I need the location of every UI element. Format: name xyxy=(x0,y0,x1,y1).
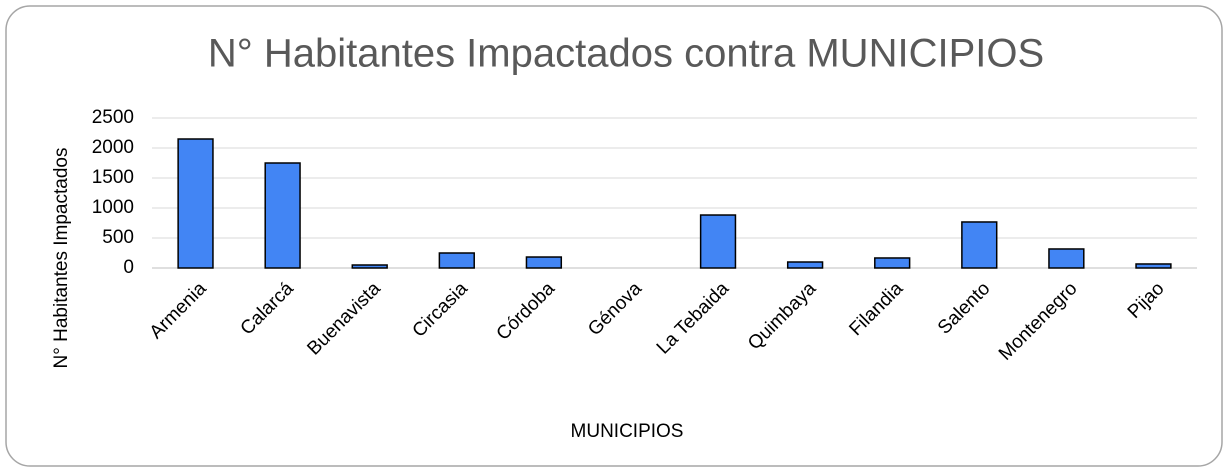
y-axis-label: N° Habitantes Impactados xyxy=(51,148,72,369)
chart-title: N° Habitantes Impactados contra MUNICIPI… xyxy=(208,32,1044,76)
bar xyxy=(438,252,475,269)
bar xyxy=(786,261,824,269)
x-axis-label: MUNICIPIOS xyxy=(571,421,684,442)
bar xyxy=(874,257,911,269)
chart-frame xyxy=(5,5,1223,467)
bar xyxy=(177,138,214,269)
bar xyxy=(961,221,998,269)
bar xyxy=(264,162,301,269)
y-tick-label: 2500 xyxy=(92,107,134,128)
y-tick-label: 500 xyxy=(102,227,134,248)
bar xyxy=(351,264,388,269)
bar xyxy=(525,256,563,269)
y-tick-label: 1500 xyxy=(92,167,134,188)
y-tick-label: 1000 xyxy=(92,197,134,218)
bar xyxy=(699,214,737,269)
bar xyxy=(1048,248,1085,269)
y-tick-label: 0 xyxy=(123,257,134,278)
bar xyxy=(1135,263,1172,269)
y-tick-label: 2000 xyxy=(92,137,134,158)
